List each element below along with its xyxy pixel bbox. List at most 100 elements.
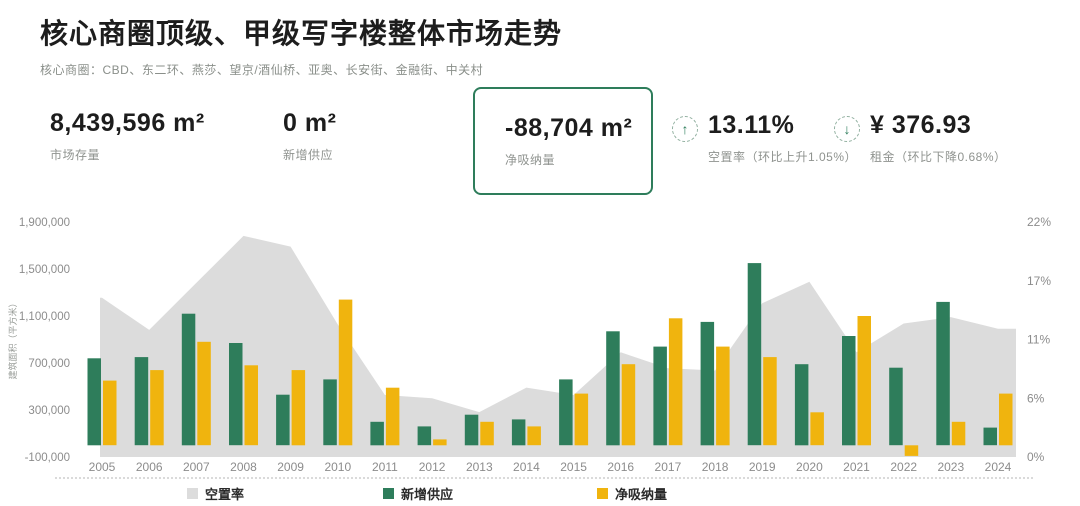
net-absorption-swatch — [597, 488, 608, 499]
x-tick-2020: 2020 — [796, 460, 823, 474]
legend-new-supply-label: 新增供应 — [401, 487, 454, 502]
supply-bar-2018[interactable] — [700, 321, 715, 446]
absorption-bar-2010[interactable] — [338, 299, 353, 446]
x-tick-2008: 2008 — [230, 460, 257, 474]
absorption-bar-2016[interactable] — [621, 364, 636, 446]
net-absorption-value: -88,704 m² — [505, 114, 633, 142]
supply-bar-2005[interactable] — [87, 358, 102, 446]
y-right-tick: 11% — [1027, 333, 1050, 347]
absorption-bar-2022[interactable] — [904, 445, 919, 456]
x-tick-2010: 2010 — [324, 460, 351, 474]
supply-bar-2021[interactable] — [842, 336, 856, 446]
absorption-bar-2005[interactable] — [103, 380, 117, 446]
metric-net-absorption-card[interactable]: -88,704 m² 净吸纳量 — [473, 87, 653, 195]
absorption-bar-2006[interactable] — [150, 370, 164, 446]
y-right-tick: 0% — [1027, 450, 1045, 464]
y-right-tick: 17% — [1027, 274, 1051, 288]
y-left-tick: 700,000 — [28, 358, 70, 370]
y-left-tick: 1,900,000 — [19, 217, 70, 229]
legend-item-vacancy[interactable]: 空置率 — [187, 484, 244, 503]
net-absorption-label: 净吸纳量 — [505, 152, 556, 167]
absorption-bar-2011[interactable] — [385, 387, 400, 446]
legend-item-net-absorption[interactable]: 净吸纳量 — [597, 484, 667, 503]
x-tick-2007: 2007 — [183, 460, 210, 474]
market-stock-value: 8,439,596 m² — [50, 109, 205, 137]
supply-bar-2016[interactable] — [606, 331, 620, 446]
vacancy-swatch — [187, 488, 198, 499]
y-left-tick: 1,500,000 — [19, 264, 70, 276]
absorption-bar-2013[interactable] — [480, 421, 494, 446]
supply-bar-2008[interactable] — [229, 343, 243, 446]
x-tick-2006: 2006 — [136, 460, 163, 474]
absorption-bar-2017[interactable] — [668, 318, 683, 446]
rent-label: 租金（环比下降0.68%） — [870, 149, 1007, 164]
new-supply-value: 0 m² — [283, 109, 337, 137]
absorption-bar-2018[interactable] — [716, 346, 730, 446]
supply-bar-2017[interactable] — [653, 346, 667, 446]
vacancy-rate-value: 13.11% — [708, 111, 795, 139]
x-tick-2021: 2021 — [843, 460, 870, 474]
x-tick-2022: 2022 — [890, 460, 917, 474]
x-tick-2016: 2016 — [607, 460, 634, 474]
supply-bar-2023[interactable] — [936, 301, 950, 446]
vacancy-rate-label: 空置率（环比上升1.05%） — [708, 149, 858, 164]
market-stock-label: 市场存量 — [50, 147, 101, 162]
legend-separator — [55, 477, 1033, 479]
absorption-bar-2023[interactable] — [951, 421, 966, 446]
y-left-tick: -100,000 — [25, 452, 70, 464]
page-subtitle: 核心商圈：CBD、东二环、燕莎、望京/酒仙桥、亚奥、长安街、金融街、中关村 — [40, 63, 484, 77]
x-tick-2018: 2018 — [702, 460, 729, 474]
metric-new-supply: 0 m² 新增供应 — [283, 109, 337, 163]
supply-bar-2012[interactable] — [417, 426, 432, 446]
absorption-bar-2024[interactable] — [999, 393, 1013, 446]
legend-vacancy-label: 空置率 — [205, 487, 245, 502]
new-supply-swatch — [383, 488, 394, 499]
supply-bar-2007[interactable] — [181, 313, 196, 446]
page-title: 核心商圈顶级、甲级写字楼整体市场走势 — [40, 18, 563, 49]
supply-bar-2014[interactable] — [511, 419, 526, 446]
x-tick-2017: 2017 — [655, 460, 682, 474]
metric-market-stock: 8,439,596 m² 市场存量 — [50, 109, 205, 163]
arrow-up-icon: ↑ — [672, 116, 698, 142]
absorption-bar-2019[interactable] — [763, 357, 777, 446]
absorption-bar-2008[interactable] — [244, 365, 259, 446]
market-trend-chart[interactable]: -100,000 300,000 700,000 1,100,000 1,500,000… — [0, 205, 1080, 480]
y-right-tick: 6% — [1027, 391, 1045, 405]
x-tick-2012: 2012 — [419, 460, 446, 474]
x-tick-2011: 2011 — [372, 460, 398, 474]
x-tick-2014: 2014 — [513, 460, 540, 474]
x-tick-2013: 2013 — [466, 460, 493, 474]
y-right-tick: 22% — [1027, 215, 1051, 229]
supply-bar-2015[interactable] — [559, 379, 573, 446]
rent-value: ¥ 376.93 — [870, 111, 972, 139]
supply-bar-2011[interactable] — [370, 421, 384, 446]
supply-bar-2010[interactable] — [323, 379, 337, 446]
x-tick-2015: 2015 — [560, 460, 587, 474]
y-left-tick: 1,100,000 — [19, 311, 70, 323]
arrow-down-icon: ↓ — [834, 116, 860, 142]
x-tick-2009: 2009 — [277, 460, 304, 474]
x-tick-2019: 2019 — [749, 460, 776, 474]
supply-bar-2024[interactable] — [983, 427, 998, 446]
supply-bar-2019[interactable] — [747, 263, 762, 446]
y-left-tick: 300,000 — [28, 405, 70, 417]
x-tick-2023: 2023 — [937, 460, 964, 474]
supply-bar-2009[interactable] — [276, 394, 290, 446]
supply-bar-2013[interactable] — [464, 414, 479, 446]
supply-bar-2006[interactable] — [134, 357, 149, 446]
y-axis-title: 建筑面积（平方米） — [7, 298, 18, 379]
legend-net-absorption-label: 净吸纳量 — [615, 487, 668, 502]
new-supply-label: 新增供应 — [283, 147, 334, 162]
x-tick-2005: 2005 — [89, 460, 116, 474]
supply-bar-2020[interactable] — [794, 364, 809, 446]
legend-item-new-supply[interactable]: 新增供应 — [383, 484, 453, 503]
absorption-bar-2014[interactable] — [527, 426, 541, 446]
absorption-bar-2009[interactable] — [291, 370, 306, 446]
absorption-bar-2020[interactable] — [810, 412, 824, 446]
metric-vacancy-rate: ↑ 13.11% 空置率（环比上升1.05%） — [672, 111, 858, 165]
absorption-bar-2021[interactable] — [857, 316, 872, 446]
supply-bar-2022[interactable] — [889, 367, 903, 446]
absorption-bar-2012[interactable] — [433, 439, 447, 446]
absorption-bar-2007[interactable] — [197, 341, 211, 446]
absorption-bar-2015[interactable] — [574, 393, 589, 446]
